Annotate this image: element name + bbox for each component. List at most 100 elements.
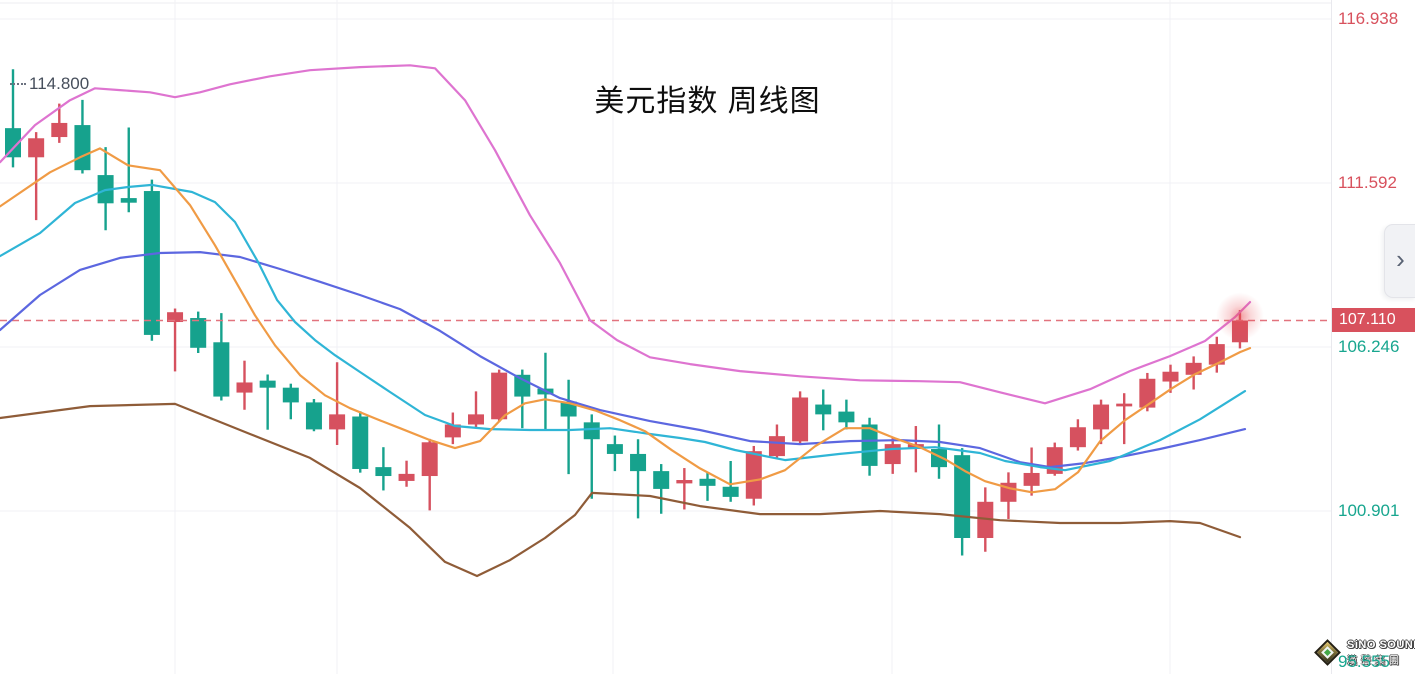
candle-body-down [190,318,207,348]
candle [1208,336,1225,373]
candle [1023,447,1040,496]
candle [491,369,508,423]
candle [28,132,45,221]
last-price-glow [1215,292,1264,341]
candle-body-up [28,138,45,158]
candle [213,313,230,401]
candle [560,379,577,475]
ma-blue-line [0,251,1247,469]
candle [444,412,461,445]
candle [815,389,832,431]
candle-body-up [792,397,809,442]
candles [5,69,1248,556]
candle-body-down [5,128,21,158]
candle [74,99,91,174]
candle-body-up [1093,404,1110,430]
candle-body-up [745,451,762,499]
candle [398,460,415,487]
candle-body-down [954,455,971,538]
candle-body-up [1069,427,1086,448]
candle-body-up [167,312,184,323]
brand-name-cn: 漢聲集團 [1347,656,1403,667]
candle-body-up [421,442,438,477]
price-pulse-glow [1215,292,1264,341]
candle [699,472,716,501]
candle [1185,356,1202,390]
price-axis-label: 100.901 [1338,500,1400,520]
price-axis-label: 106.246 [1338,337,1400,356]
candle [861,417,878,476]
candle [5,69,21,168]
candle [653,464,670,514]
current-price-box: 107.110 [1332,308,1415,333]
candle [236,360,253,410]
candle-body-down [74,125,91,171]
candle [1000,472,1017,519]
candle [838,399,855,430]
brand-logo-icon [1314,639,1341,666]
candle [190,311,207,354]
candle-body-up [676,480,693,484]
candle-body-up [1208,344,1225,365]
candle-body-up [1023,472,1040,486]
candle-body-down [143,191,160,335]
candle-body-down [630,453,647,472]
indicator-lines [0,64,1252,578]
candle [745,445,762,506]
candle [143,179,160,341]
candle [792,391,809,445]
brand-name: SiNO SOUND [1347,639,1415,651]
candle-body-up [884,444,901,465]
bollinger-lower-line [0,402,1242,578]
candle-body-up [1116,403,1133,407]
candle [305,399,322,432]
candle [1093,399,1110,445]
candle-body-down [861,424,878,466]
candle [259,374,276,430]
candle [282,383,299,420]
candle [468,391,484,429]
candle-body-down [815,404,832,415]
candle-body-up [468,414,484,425]
price-axis-label: 111.592 [1338,173,1397,192]
candle-body-up [1185,362,1202,375]
candle [931,424,947,479]
candle-body-down [352,416,369,469]
candle [583,414,600,499]
brand-watermark: SiNO SOUND 漢聲集團 [1314,638,1415,672]
candle-body-down [583,422,600,440]
candle [884,437,901,474]
candle [167,308,184,372]
candle-body-down [305,402,322,430]
candle-body-down [514,374,531,397]
candle-body-up [491,372,508,420]
candle-body-up [236,382,253,393]
price-axis-label: 95.555 [1338,652,1390,671]
candle [120,127,137,213]
candle [1116,393,1133,445]
candle-body-down [606,444,623,454]
candle [352,411,369,473]
candle-body-up [1162,371,1179,382]
candle-body-down [213,342,230,397]
candle [722,460,739,502]
collapse-panel-button[interactable]: › [1384,224,1415,298]
chart-title: 美元指数 周线图 [594,85,821,118]
left-price-tag-value: 114.800 [29,74,90,93]
ma-orange-line [0,147,1252,494]
candle-body-up [398,473,415,481]
candle [1069,419,1086,451]
candle [1046,442,1063,476]
candle [421,438,438,511]
candle-body-down [259,380,276,388]
left-price-tag: 114.800 [10,74,89,94]
bollinger-upper-line [0,64,1252,405]
candle-body-up [977,501,994,538]
candle-body-down [282,387,299,403]
candle-body-down [838,411,855,423]
candle-body-down [560,401,577,417]
candle-body-up [51,122,68,138]
candle-body-up [329,414,346,430]
dotted-line-icon [10,83,26,85]
